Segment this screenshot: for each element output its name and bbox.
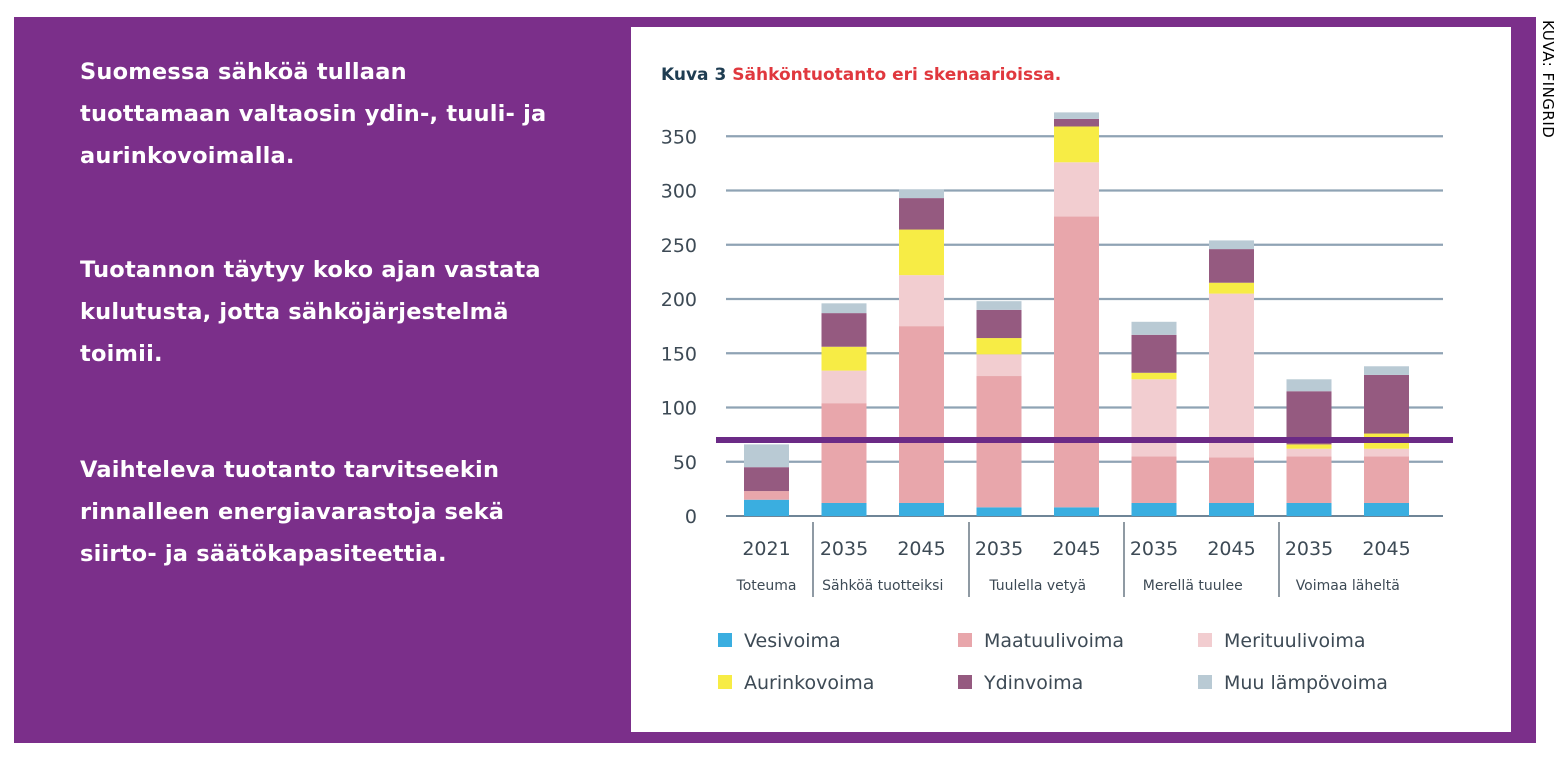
- bar-segment-muu-lämpövoima: [976, 301, 1022, 310]
- bar-segment-vesivoima: [1364, 502, 1409, 516]
- bar-segment-ydinvoima: [744, 467, 789, 492]
- bar-segment-aurinkovoima: [1131, 372, 1177, 380]
- bar-segment-ydinvoima: [976, 309, 1022, 339]
- x-tick-label: 2045: [1362, 538, 1410, 560]
- paragraph-2: Tuotannon täytyy koko ajan vastata kulut…: [80, 257, 541, 367]
- bar-segment-aurinkovoima: [976, 338, 1022, 355]
- bar-segment-vesivoima: [1286, 502, 1332, 516]
- bar-segment-merituulivoima: [1364, 448, 1409, 457]
- x-tick-label: 2035: [975, 538, 1023, 560]
- y-tick-label: 250: [661, 235, 697, 257]
- bar-segment-ydinvoima: [899, 198, 944, 230]
- x-tick-label: 2035: [1130, 538, 1178, 560]
- bar-segment-muu-lämpövoima: [744, 444, 789, 468]
- legend-label: Aurinkovoima: [744, 672, 874, 694]
- x-tick-label: 2045: [1207, 538, 1255, 560]
- paragraph-3: Vaihteleva tuotanto tarvitseekin rinnall…: [80, 457, 505, 567]
- legend-swatch: [718, 633, 732, 647]
- legend-swatch: [958, 675, 972, 689]
- text-panel: Suomessa sähköä tullaan tuottamaan valta…: [14, 17, 1536, 743]
- bar-segment-vesivoima: [1054, 507, 1099, 516]
- group-label: Tuulella vetyä: [988, 578, 1086, 594]
- legend-layer: Vesivoima Maatuulivoima Merituulivoima Auri…: [718, 630, 1388, 694]
- x-tick-label: 2021: [742, 538, 790, 560]
- bar-segment-maatuulivoima: [1364, 456, 1409, 503]
- bar-segment-merituulivoima: [1054, 162, 1099, 217]
- axis-layer: 0 50 100 150 200 250 300 350 2021 2035 2045 2035 204…: [661, 126, 1411, 597]
- bar-segment-aurinkovoima: [1209, 282, 1254, 294]
- legend-label: Maatuulivoima: [984, 630, 1124, 652]
- bar-segment-ydinvoima: [821, 313, 867, 347]
- bar-segment-vesivoima: [821, 502, 867, 516]
- bar-segment-merituulivoima: [821, 370, 867, 404]
- bar-segment-maatuulivoima: [899, 326, 944, 503]
- group-label: Merellä tuulee: [1143, 578, 1243, 594]
- group-label: Voimaa läheltä: [1296, 578, 1400, 594]
- photo-credit: KUVA: FINGRID: [1539, 20, 1557, 139]
- y-tick-label: 300: [661, 181, 697, 203]
- bar-segment-ydinvoima: [1209, 249, 1254, 283]
- chart-title-prefix: Kuva 3: [661, 65, 726, 85]
- legend-label: Vesivoima: [744, 630, 841, 652]
- bar-segment-vesivoima: [744, 499, 789, 516]
- bar-segment-muu-lämpövoima: [1054, 112, 1099, 119]
- bar-segment-muu-lämpövoima: [1286, 379, 1332, 392]
- bar-segment-ydinvoima: [1054, 118, 1099, 127]
- legend-swatch: [718, 675, 732, 689]
- bar-segment-ydinvoima: [1364, 374, 1409, 434]
- bar-segment-maatuulivoima: [744, 491, 789, 500]
- bar-segment-muu-lämpövoima: [1364, 366, 1409, 375]
- bar-segment-muu-lämpövoima: [899, 189, 944, 199]
- paragraph-1: Suomessa sähköä tullaan tuottamaan valta…: [80, 59, 547, 169]
- legend-label: Ydinvoima: [983, 672, 1083, 694]
- legend-label: Muu lämpövoima: [1224, 672, 1388, 694]
- x-tick-label: 2035: [1285, 538, 1333, 560]
- bar-segment-merituulivoima: [1131, 379, 1177, 457]
- legend-swatch: [958, 633, 972, 647]
- bar-segment-muu-lämpövoima: [1131, 321, 1177, 335]
- bar-segment-vesivoima: [976, 507, 1022, 516]
- bar-segment-vesivoima: [899, 502, 944, 516]
- legend-label: Merituulivoima: [1224, 630, 1366, 652]
- y-tick-label: 350: [661, 126, 697, 148]
- x-tick-label: 2035: [820, 538, 868, 560]
- bar-segment-maatuulivoima: [821, 403, 867, 503]
- y-tick-label: 200: [661, 289, 697, 311]
- bar-segment-muu-lämpövoima: [1209, 240, 1254, 250]
- chart-card: Kuva 3 Sähköntuotanto eri skenaarioissa. …: [631, 27, 1511, 732]
- bar-segment-ydinvoima: [1131, 334, 1177, 373]
- bar-segment-aurinkovoima: [821, 346, 867, 371]
- bar-segment-vesivoima: [1209, 502, 1254, 516]
- bar-segment-maatuulivoima: [1131, 456, 1177, 503]
- group-label: Sähköä tuotteiksi: [822, 578, 943, 594]
- group-label: Toteuma: [736, 578, 797, 594]
- bar-segment-merituulivoima: [976, 354, 1022, 377]
- bar-segment-vesivoima: [1131, 502, 1177, 516]
- bar-segment-ydinvoima: [1286, 391, 1332, 445]
- bar-segment-merituulivoima: [1209, 293, 1254, 458]
- bar-segment-aurinkovoima: [899, 229, 944, 276]
- bar-segment-maatuulivoima: [1054, 216, 1099, 508]
- chart-svg: Kuva 3 Sähköntuotanto eri skenaarioissa. …: [661, 65, 1453, 694]
- y-tick-label: 100: [661, 398, 697, 420]
- bar-layer: [744, 112, 1409, 516]
- y-tick-label: 50: [673, 452, 697, 474]
- y-tick-label: 0: [685, 506, 697, 528]
- bar-segment-aurinkovoima: [1054, 126, 1099, 163]
- bar-segment-maatuulivoima: [1286, 456, 1332, 503]
- bar-segment-merituulivoima: [899, 275, 944, 327]
- legend-swatch: [1198, 675, 1212, 689]
- y-tick-label: 150: [661, 343, 697, 365]
- chart-title-main: Sähköntuotanto eri skenaarioissa.: [732, 65, 1061, 85]
- bar-segment-muu-lämpövoima: [821, 303, 867, 314]
- x-tick-label: 2045: [897, 538, 945, 560]
- legend-swatch: [1198, 633, 1212, 647]
- bar-segment-merituulivoima: [1286, 448, 1332, 457]
- bar-segment-aurinkovoima: [1286, 444, 1332, 449]
- x-tick-label: 2045: [1052, 538, 1100, 560]
- bar-segment-maatuulivoima: [1209, 457, 1254, 503]
- chart-title: Kuva 3 Sähköntuotanto eri skenaarioissa.: [661, 65, 1061, 85]
